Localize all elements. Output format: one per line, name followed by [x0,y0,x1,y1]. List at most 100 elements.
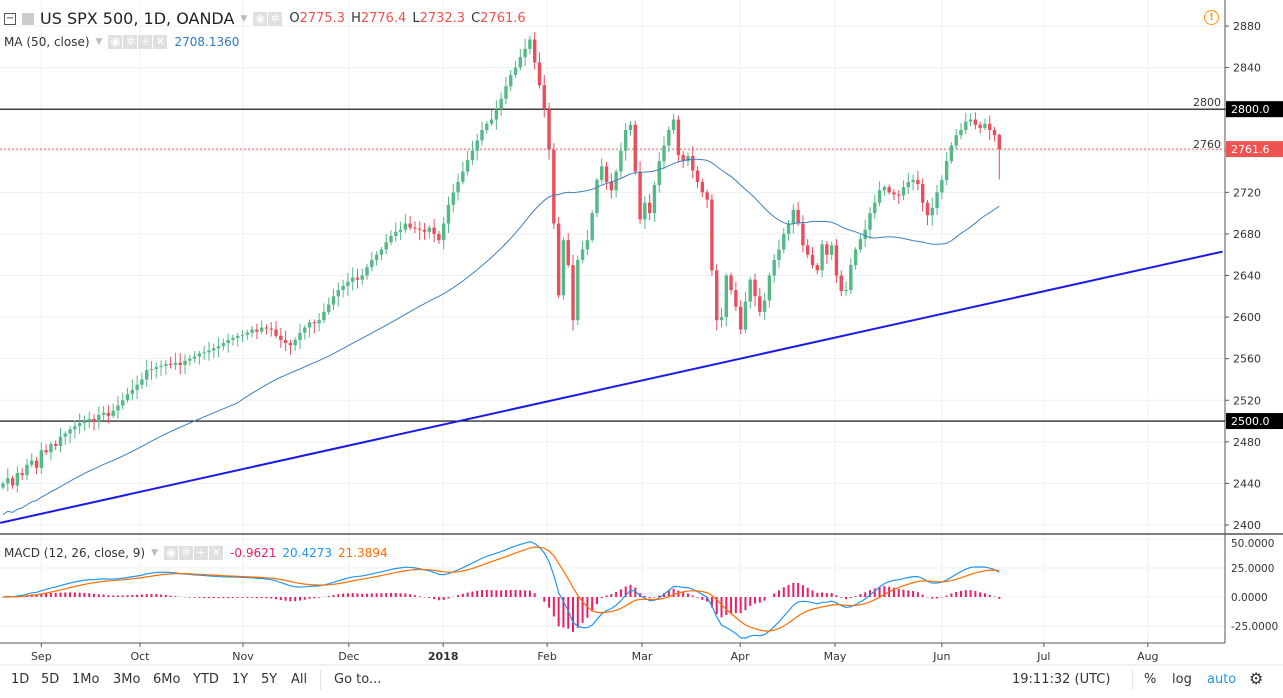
range-all[interactable]: All [291,672,308,687]
gear-icon[interactable]: ✲ [179,546,194,560]
macd-histogram-bar [107,595,110,597]
candle-body [858,239,863,250]
candle-body [245,332,249,335]
log-toggle[interactable]: log [1172,672,1192,687]
macd-histogram-bar [2,597,4,598]
macd-line [2,541,1000,639]
macd-histogram-bar [960,590,962,597]
percent-toggle[interactable]: % [1144,672,1157,687]
range-1d[interactable]: 1D [11,672,30,687]
macd-histogram-bar [461,593,464,597]
auto-toggle[interactable]: auto [1207,672,1237,687]
eye-icon[interactable]: ◉ [108,35,123,49]
macd-histogram-bar [485,589,488,597]
eye-icon[interactable]: ◉ [253,12,268,26]
macd-signal-line [2,546,1000,632]
symbol-title[interactable]: US SPX 500, 1D, OANDA [40,9,235,28]
eye-icon[interactable]: ◉ [164,546,179,560]
candle-body [20,473,24,476]
candles [1,32,1002,493]
candle-body [336,290,340,297]
macd-histogram-bar [974,591,977,597]
candle-body [87,418,91,422]
gear-icon[interactable]: ✲ [268,12,283,26]
range-5y[interactable]: 5Y [261,672,278,687]
macd-histogram-bar [840,597,843,598]
macd-histogram-bar [131,594,134,597]
candle-body [456,181,460,193]
candle-body [863,229,867,240]
chevron-down-icon[interactable]: ▼ [151,547,159,558]
candle-body [370,259,374,268]
close-icon[interactable]: ✕ [209,546,224,560]
candle-body [470,150,475,161]
candle-body [930,207,934,216]
candle-body [738,306,743,330]
range-ytd[interactable]: YTD [193,672,219,687]
macd-histogram-bar [787,584,790,597]
macd-histogram-bar [715,597,718,615]
macd-histogram-bar [883,586,886,597]
macd-histogram-bar [385,593,388,597]
macd-histogram-bar [667,590,670,597]
macd-histogram-bar [155,594,158,597]
range-1y[interactable]: 1Y [232,672,249,687]
macd-histogram-bar [145,593,148,597]
candle-body [135,384,139,390]
candle-body [944,161,949,180]
chevron-down-icon[interactable]: ▼ [240,13,248,24]
macd-histogram-bar [797,583,800,597]
ma-label[interactable]: MA (50, close) [4,34,90,49]
candle-body [633,124,637,172]
close-icon[interactable]: ✕ [153,35,168,49]
macd-histogram-bar [413,595,416,597]
candle-body [422,229,427,232]
candle-body [475,140,479,151]
macd-label[interactable]: MACD (12, 26, close, 9) [4,545,146,560]
candle-body [729,275,733,291]
macd-histogram-bar [562,597,565,628]
macd-histogram-bar [241,597,244,598]
macd-histogram-bar [672,588,675,597]
macd-histogram-bar [389,592,392,597]
collapse-icon[interactable]: − [4,12,16,25]
macd-histogram-bar [40,593,43,597]
macd-histogram-bar [59,592,62,597]
range-5d[interactable]: 5D [41,672,60,687]
candle-body [173,362,178,365]
candle-body [255,329,259,332]
candle-body [662,145,666,162]
clock[interactable]: 19:11:32 (UTC) [1012,672,1111,687]
candle-body [212,348,216,351]
candle-body [384,242,388,250]
price-tick-label: 2800 [1193,96,1221,109]
macd-histogram-bar [437,597,440,601]
macd-histogram-bar [375,593,378,597]
plus-icon[interactable]: + [138,35,153,49]
candle-body [279,335,283,340]
plus-icon[interactable]: + [194,546,209,560]
candle-body [178,362,182,365]
range-6mo[interactable]: 6Mo [153,672,181,687]
candle-body [504,86,508,99]
alert-circle-icon[interactable]: ! [1204,10,1219,25]
candle-body [207,350,211,353]
price-tick-label: 2640 [1233,270,1261,283]
range-3mo[interactable]: 3Mo [113,672,141,687]
candle-body [978,124,982,128]
candle-body [777,249,781,260]
gear-icon[interactable]: ✲ [123,35,138,49]
candle-body [743,301,748,330]
gear-icon[interactable]: ⚙ [1249,669,1264,688]
range-1mo[interactable]: 1Mo [72,672,100,687]
candle-body [58,436,63,446]
candle-body [63,433,67,437]
macd-histogram-bar [471,591,474,597]
candle-body [6,478,10,484]
chevron-down-icon[interactable]: ▼ [95,36,103,47]
candle-body [988,123,992,130]
goto-button[interactable]: Go to... [334,672,382,687]
macd-histogram-bar [227,597,230,598]
macd-histogram-bar [730,597,733,614]
